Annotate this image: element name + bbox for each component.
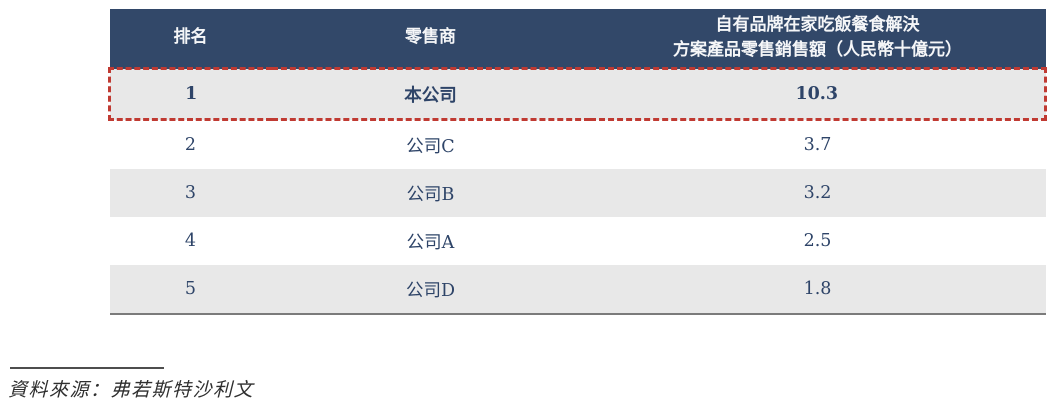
header-rank-label: 排名 (173, 27, 208, 48)
cell-rank: 5 (109, 265, 272, 315)
cell-retailer: 本公司 (271, 67, 590, 121)
cell-value: 1.8 (589, 265, 1046, 315)
table-row: 3 公司B 3.2 (109, 169, 1046, 217)
cell-value: 3.2 (589, 169, 1046, 217)
cell-value: 10.3 (589, 67, 1047, 121)
table-row: 5 公司D 1.8 (109, 265, 1046, 315)
header-rank: 排名 (109, 9, 272, 69)
cell-value: 3.7 (589, 119, 1046, 169)
cell-rank: 1 (108, 67, 272, 121)
header-metric: 自有品牌在家吃飯餐食解決 方案產品零售銷售額（人民幣十億元） (589, 9, 1046, 69)
header-retailer-label: 零售商 (405, 27, 456, 48)
cell-retailer: 公司B (271, 169, 590, 217)
table-row: 2 公司C 3.7 (109, 119, 1046, 169)
footnote-divider (10, 367, 164, 369)
source-note: 資料來源：弗若斯特沙利文 (8, 379, 255, 401)
header-row: 排名 零售商 自有品牌在家吃飯餐食解決 方案產品零售銷售額（人民幣十億元） (109, 9, 1046, 69)
cell-value: 2.5 (589, 217, 1046, 265)
table-row: 4 公司A 2.5 (109, 217, 1046, 265)
cell-retailer: 公司D (271, 265, 590, 315)
ranking-table: 排名 零售商 自有品牌在家吃飯餐食解決 方案產品零售銷售額（人民幣十億元） 1 … (108, 9, 1047, 315)
cell-rank: 3 (109, 169, 272, 217)
table-body: 1 本公司 10.3 2 公司C 3.7 3 公司B 3.2 4 公司A 2.5… (108, 67, 1047, 315)
cell-rank: 4 (109, 217, 272, 265)
cell-rank: 2 (109, 119, 272, 169)
header-metric-line1: 自有品牌在家吃飯餐食解決 (715, 14, 920, 35)
cell-retailer: 公司A (271, 217, 590, 265)
header-retailer: 零售商 (271, 9, 590, 69)
cell-retailer: 公司C (271, 119, 590, 169)
table-header: 排名 零售商 自有品牌在家吃飯餐食解決 方案產品零售銷售額（人民幣十億元） (109, 9, 1046, 69)
header-metric-line2: 方案產品零售銷售額（人民幣十億元） (673, 40, 962, 60)
table-row-company-highlighted: 1 本公司 10.3 (108, 67, 1047, 121)
